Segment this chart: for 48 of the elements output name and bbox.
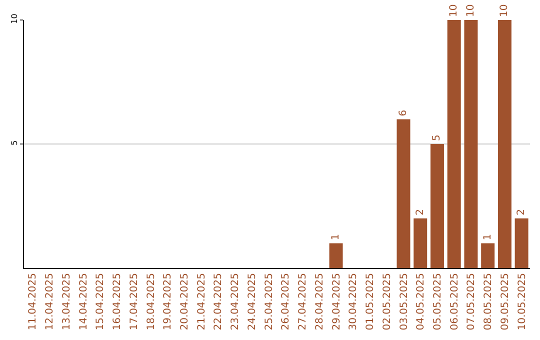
x-tick-label: 27.04.2025: [298, 273, 309, 330]
x-tick-label: 15.04.2025: [95, 273, 106, 330]
x-tick-label: 01.05.2025: [365, 273, 376, 330]
x-tick-label: 08.05.2025: [483, 273, 494, 330]
x-tick-label: 02.05.2025: [382, 273, 393, 330]
data-label: 5: [432, 134, 443, 141]
x-tick-label: 29.04.2025: [331, 273, 342, 330]
x-tick-label: 12.04.2025: [44, 273, 56, 330]
x-tick-label: 05.05.2025: [432, 273, 444, 330]
data-label: 1: [482, 234, 494, 240]
x-tick-label: 28.04.2025: [314, 273, 326, 330]
x-tick-label: 13.04.2025: [61, 273, 72, 330]
x-tick-label: 22.04.2025: [213, 273, 224, 330]
x-tick-label: 14.04.2025: [78, 273, 90, 330]
bar: [481, 243, 495, 268]
x-tick-label: 26.04.2025: [280, 273, 292, 330]
x-tick-label: 07.05.2025: [466, 273, 478, 330]
x-tick-label: 19.04.2025: [162, 273, 174, 330]
x-tick-label: 30.04.2025: [348, 273, 360, 330]
x-tick-label: 24.04.2025: [246, 273, 258, 330]
x-tick-label: 17.04.2025: [128, 273, 140, 330]
bar: [464, 20, 478, 268]
x-tick-label: 25.04.2025: [264, 273, 275, 330]
x-tick-label: 20.04.2025: [179, 273, 190, 330]
bar: [430, 144, 444, 268]
data-label: 6: [398, 110, 409, 116]
x-tick-label: 10.05.2025: [516, 273, 528, 330]
data-label: 10: [499, 4, 510, 17]
x-tick-label: 16.04.2025: [112, 273, 124, 330]
x-tick-label: 18.04.2025: [146, 273, 157, 330]
bar: [498, 20, 512, 268]
x-tick-label: 23.04.2025: [230, 273, 242, 330]
bar: [329, 243, 343, 268]
bar: [396, 119, 410, 268]
data-label: 1: [330, 234, 342, 240]
data-label: 2: [414, 209, 426, 216]
x-tick-label: 09.05.2025: [500, 273, 511, 330]
bar: [447, 20, 461, 268]
data-label: 10: [465, 4, 476, 17]
x-tick-label: 06.05.2025: [449, 273, 460, 330]
data-label: 10: [448, 4, 460, 17]
bar: [414, 218, 428, 268]
x-tick-label: 04.05.2025: [416, 273, 427, 330]
data-label: 2: [516, 209, 528, 216]
bar: [514, 218, 528, 268]
x-tick-label: 03.05.2025: [398, 273, 410, 330]
x-tick-label: 21.04.2025: [196, 273, 208, 330]
x-tick-label: 11.04.2025: [28, 273, 39, 330]
